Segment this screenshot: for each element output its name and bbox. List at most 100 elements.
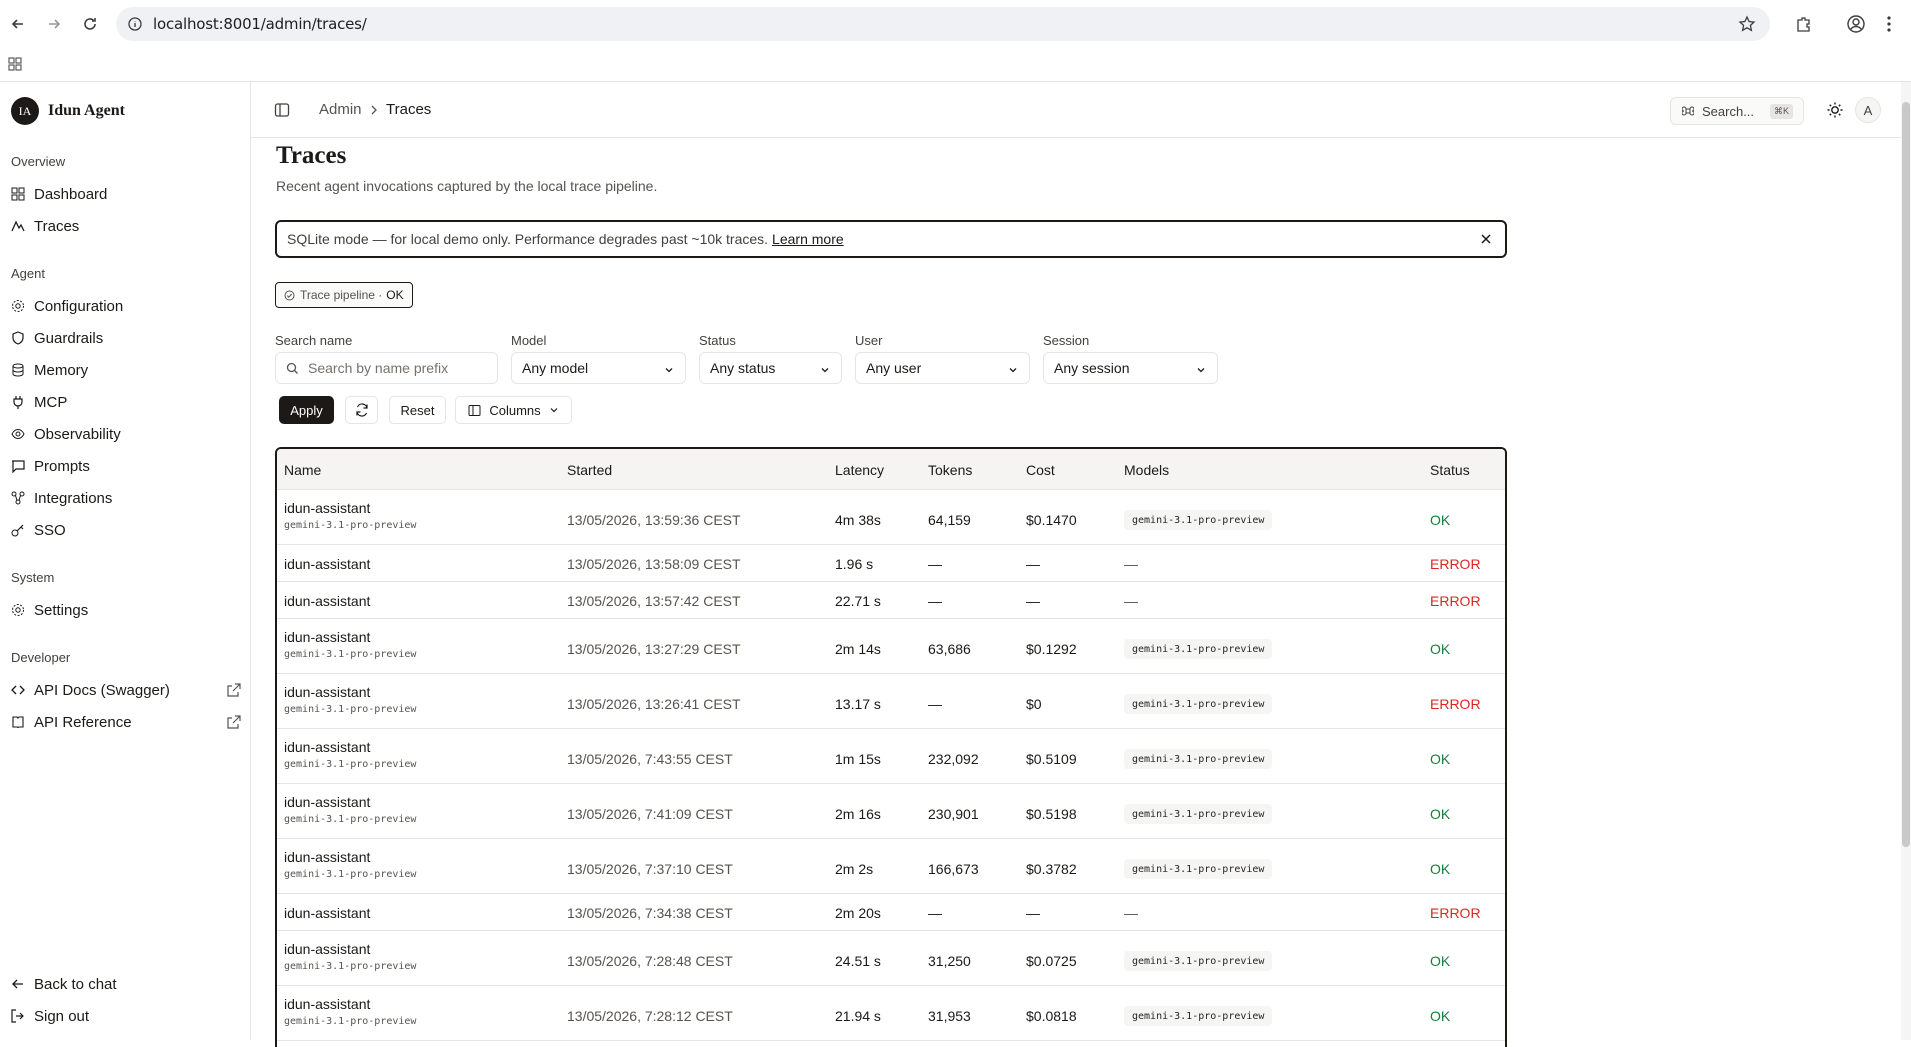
column-header-models[interactable]: Models (1124, 462, 1170, 478)
table-row[interactable]: idun-assistant gemini-3.1-pro-preview 13/0… (277, 490, 1505, 545)
model-badge: gemini-3.1-pro-preview (1124, 639, 1273, 659)
trace-cost: $0.1292 (1026, 641, 1077, 657)
sidebar-item-settings[interactable]: Settings (11, 599, 241, 621)
apply-button[interactable]: Apply (279, 396, 334, 424)
trace-started: 13/05/2026, 7:43:55 CEST (567, 751, 733, 767)
kebab-menu-icon[interactable] (1886, 15, 1892, 38)
trace-name[interactable]: idun-assistant (284, 905, 371, 921)
sidebar-item-api-reference[interactable]: API Reference (11, 711, 241, 733)
columns-button[interactable]: Columns (455, 396, 572, 424)
book-icon (11, 715, 25, 729)
eye-icon (11, 427, 25, 441)
search-icon (286, 362, 299, 375)
traces-table: Name Started Latency Tokens Cost Models … (275, 447, 1507, 1047)
table-row[interactable]: idun-assistant gemini-3.1-pro-preview 13/0… (277, 729, 1505, 784)
trace-name[interactable]: idun-assistant (284, 739, 371, 755)
avatar[interactable]: A (1855, 97, 1881, 123)
trace-tokens: — (928, 593, 942, 609)
sidebar-item-label: Observability (34, 425, 121, 443)
table-row[interactable]: idun-assistant 13/05/2026, 7:34:38 CEST 2m… (277, 894, 1505, 931)
table-row[interactable]: idun-assistant 13/05/2026, 13:57:42 CEST 2… (277, 582, 1505, 619)
trace-name[interactable]: idun-assistant (284, 941, 371, 957)
scrollbar-thumb[interactable] (1902, 102, 1910, 847)
sign-out-link[interactable]: Sign out (11, 1005, 241, 1027)
table-row[interactable]: idun-assistant gemini-3.1-pro-preview 13/0… (277, 619, 1505, 674)
sidebar-item-guardrails[interactable]: Guardrails (11, 327, 241, 349)
sidebar-item-mcp[interactable]: MCP (11, 391, 241, 413)
column-header-latency[interactable]: Latency (835, 462, 885, 478)
search-button-label: Search... (1702, 103, 1755, 119)
sidebar-item-dashboard[interactable]: Dashboard (11, 183, 241, 205)
table-row[interactable]: idun-assistant 13/05/2026, 13:58:09 CEST 1… (277, 545, 1505, 582)
user-label: User (855, 333, 883, 348)
logout-icon (11, 1009, 25, 1023)
forward-arrow-icon[interactable] (45, 15, 63, 33)
trace-name[interactable]: idun-assistant (284, 996, 371, 1012)
sidebar-item-label: API Docs (Swagger) (34, 681, 170, 699)
learn-more-link[interactable]: Learn more (772, 231, 844, 247)
column-header-name[interactable]: Name (284, 462, 322, 478)
sidebar-item-integrations[interactable]: Integrations (11, 487, 241, 509)
profile-icon[interactable] (1846, 14, 1866, 39)
apps-grid-icon[interactable] (8, 57, 22, 76)
site-info-icon[interactable] (128, 17, 142, 36)
reload-icon[interactable] (81, 15, 99, 33)
brand[interactable]: IA Idun Agent (11, 97, 125, 125)
table-row[interactable]: idun-assistant gemini-3.1-pro-preview 13/0… (277, 784, 1505, 839)
trace-latency: 2m 20s (835, 905, 881, 921)
table-row[interactable]: idun-assistant gemini-3.1-pro-preview 13/0… (277, 931, 1505, 986)
sidebar-item-prompts[interactable]: Prompts (11, 455, 241, 477)
sidebar-item-traces[interactable]: Traces (11, 215, 241, 237)
trace-name[interactable]: idun-assistant (284, 794, 371, 810)
table-row[interactable]: idun-assistant gemini-3.1-pro-preview 13/0… (277, 674, 1505, 729)
chevron-right-icon (369, 103, 379, 120)
browser-toolbar: localhost:8001/admin/traces/ (0, 0, 1911, 48)
column-header-started[interactable]: Started (567, 462, 613, 478)
breadcrumb-admin[interactable]: Admin (319, 101, 362, 118)
sidebar-toggle-icon[interactable] (274, 102, 290, 118)
trace-tokens: 31,250 (928, 953, 971, 969)
reset-button[interactable]: Reset (389, 396, 446, 424)
search-button[interactable]: Search... ⌘K (1670, 97, 1804, 125)
sidebar-item-label: Prompts (34, 457, 90, 475)
status-badge: OK (1430, 641, 1451, 657)
trace-name[interactable]: idun-assistant (284, 849, 371, 865)
status-select[interactable]: Any status (699, 352, 842, 384)
trace-name[interactable]: idun-assistant (284, 684, 371, 700)
sidebar-item-memory[interactable]: Memory (11, 359, 241, 381)
extensions-icon[interactable] (1795, 15, 1813, 38)
external-link-icon (227, 715, 241, 729)
address-bar[interactable]: localhost:8001/admin/traces/ (116, 7, 1770, 41)
scrollbar[interactable] (1901, 82, 1911, 1040)
model-label: Model (511, 333, 547, 348)
session-select[interactable]: Any session (1043, 352, 1218, 384)
star-icon[interactable] (1738, 15, 1756, 38)
pipeline-label: Trace pipeline · (300, 288, 383, 302)
status-badge: OK (1430, 1008, 1451, 1024)
sidebar-item-sso[interactable]: SSO (11, 519, 241, 541)
sun-icon[interactable] (1826, 101, 1844, 119)
column-header-cost[interactable]: Cost (1026, 462, 1055, 478)
column-header-tokens[interactable]: Tokens (928, 462, 973, 478)
sidebar-item-configuration[interactable]: Configuration (11, 295, 241, 317)
model-select[interactable]: Any model (511, 352, 686, 384)
trace-name[interactable]: idun-assistant (284, 593, 371, 609)
column-header-status[interactable]: Status (1430, 462, 1470, 478)
table-row[interactable]: idun-assistant gemini-3.1-pro-preview 13/0… (277, 839, 1505, 894)
trace-name[interactable]: idun-assistant (284, 629, 371, 645)
search-name-input[interactable]: Search by name prefix (275, 352, 498, 384)
sidebar-item-observability[interactable]: Observability (11, 423, 241, 445)
sidebar-item-api-docs[interactable]: API Docs (Swagger) (11, 679, 241, 701)
close-icon[interactable] (1479, 232, 1493, 246)
sidebar-item-label: Guardrails (34, 329, 104, 347)
table-row[interactable]: idun-assistant gemini-3.1-pro-preview 13/0… (277, 986, 1505, 1041)
brand-name: Idun Agent (48, 102, 125, 119)
user-select[interactable]: Any user (855, 352, 1030, 384)
trace-name[interactable]: idun-assistant (284, 500, 371, 516)
back-arrow-icon[interactable] (9, 15, 27, 33)
trace-name[interactable]: idun-assistant (284, 556, 371, 572)
refresh-button[interactable] (345, 396, 378, 424)
back-to-chat-link[interactable]: Back to chat (11, 973, 241, 995)
chevron-down-icon (663, 363, 675, 375)
code-icon (11, 683, 25, 697)
